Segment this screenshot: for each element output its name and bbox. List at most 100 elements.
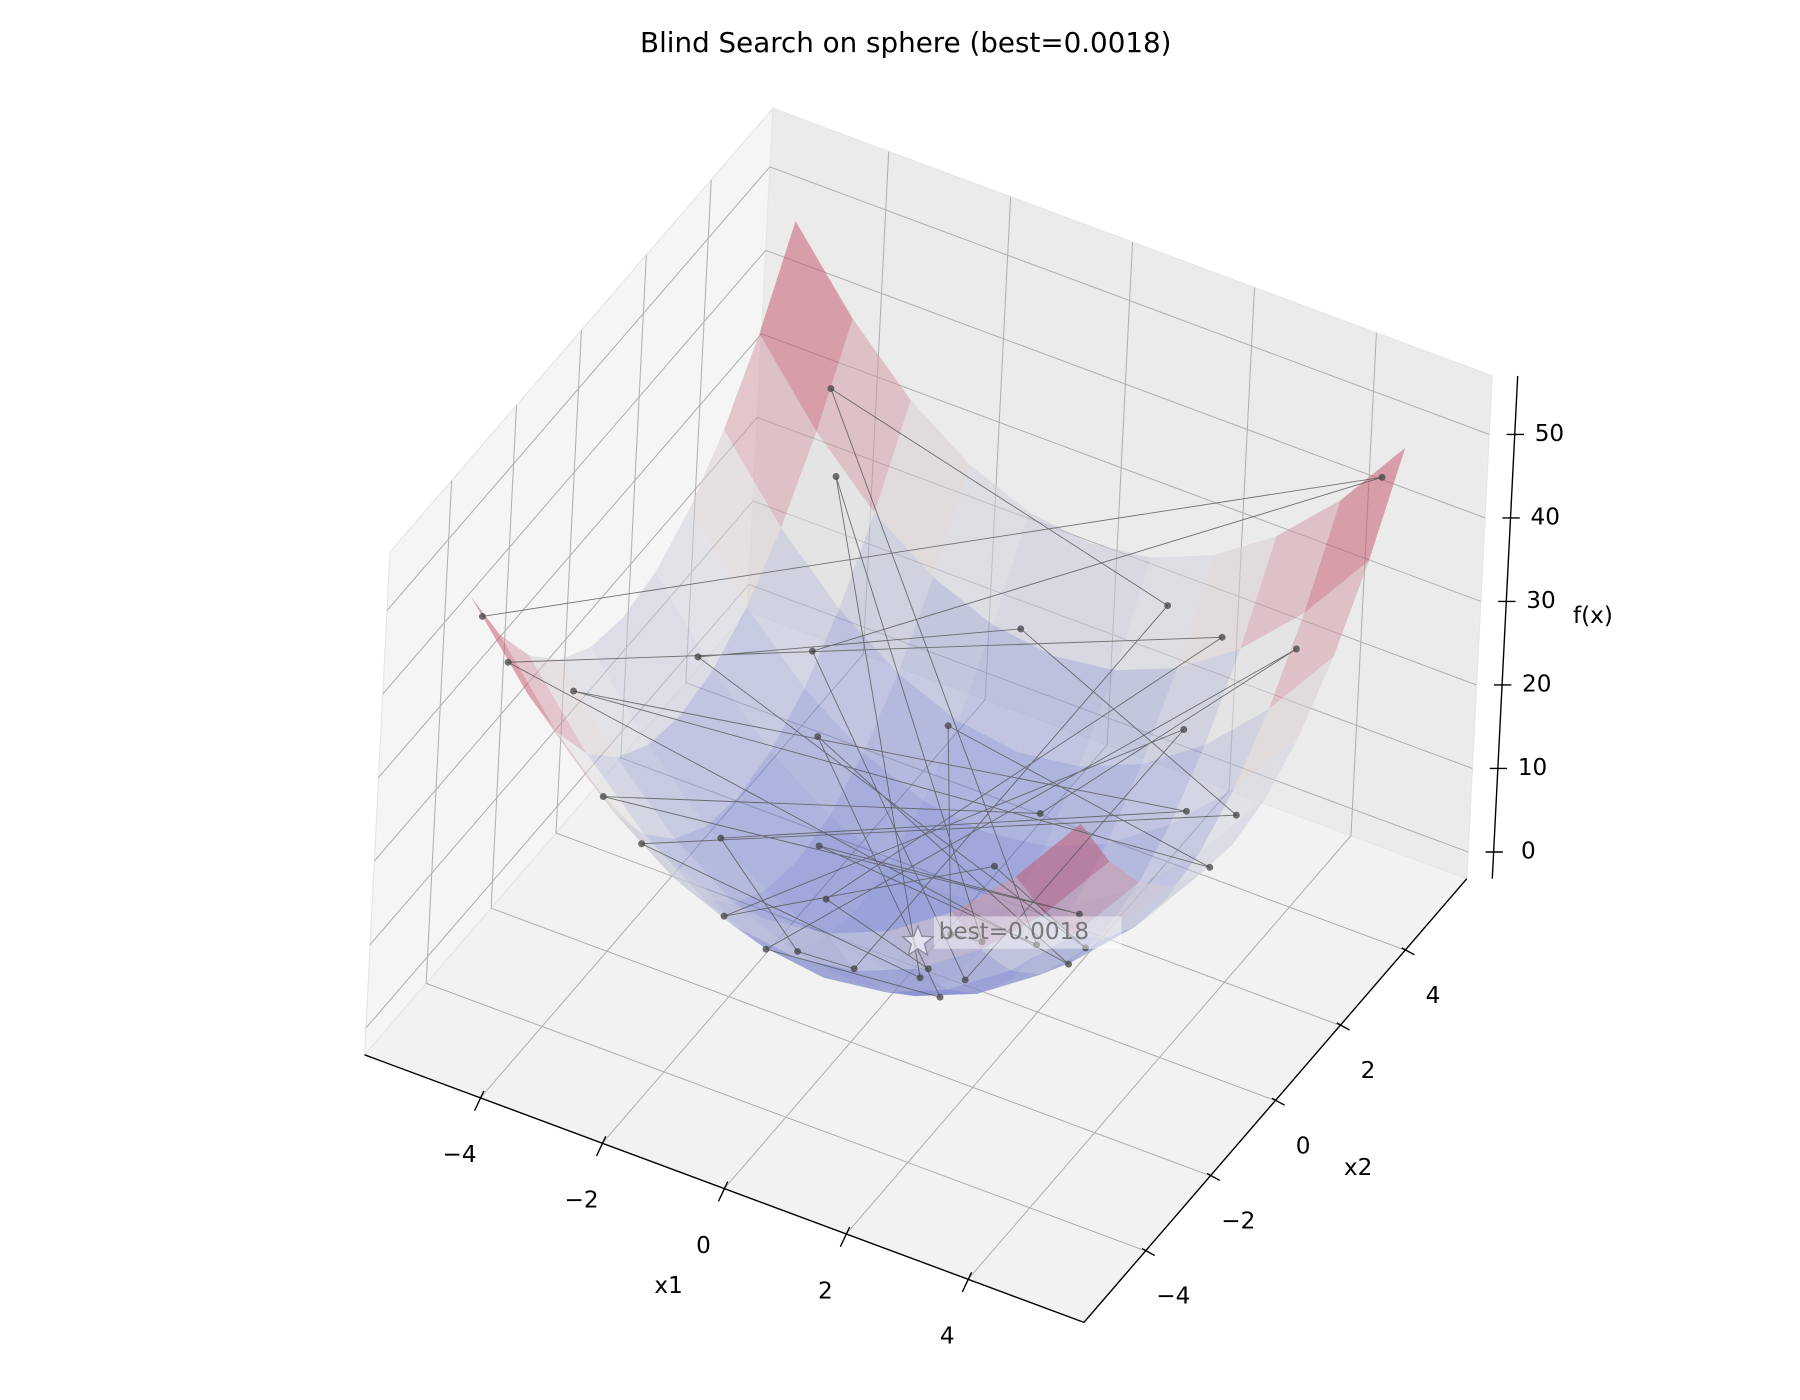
sample-point bbox=[822, 895, 830, 903]
y-tick-label: 0 bbox=[1296, 1133, 1311, 1159]
sample-point bbox=[1180, 726, 1188, 733]
surface-patch bbox=[1053, 543, 1152, 671]
y-axis-label: x2 bbox=[1344, 1155, 1372, 1181]
sample-point bbox=[1081, 944, 1089, 952]
surface-patch bbox=[1304, 447, 1406, 614]
z-axis-line bbox=[1491, 375, 1519, 879]
x-tick-mark bbox=[473, 1090, 485, 1111]
sample-point bbox=[1033, 941, 1041, 949]
surface-patch bbox=[622, 571, 713, 716]
z-tick-label: 30 bbox=[1526, 588, 1555, 614]
sample-point bbox=[991, 862, 998, 870]
sample-point bbox=[638, 840, 646, 848]
sample-point bbox=[947, 930, 955, 938]
surface-patch bbox=[733, 925, 824, 978]
surface-patch bbox=[863, 673, 958, 801]
surface-patch bbox=[884, 989, 978, 997]
surface-patch bbox=[1170, 709, 1269, 825]
surface-patch bbox=[917, 949, 1011, 990]
sample-point bbox=[1218, 633, 1226, 641]
surface-patch bbox=[1200, 736, 1300, 852]
surface-patch bbox=[933, 464, 1030, 625]
sample-point bbox=[832, 473, 840, 480]
sample-point bbox=[944, 722, 952, 730]
z-tick-label: 20 bbox=[1522, 671, 1551, 697]
sample-point bbox=[478, 612, 486, 620]
x-tick-mark bbox=[839, 1226, 851, 1247]
surface-patch bbox=[712, 607, 805, 751]
surface-patch bbox=[816, 318, 911, 513]
sample-point bbox=[1065, 960, 1073, 968]
x-axis-label: x1 bbox=[654, 1273, 682, 1299]
y-tick-mark bbox=[1336, 1022, 1350, 1031]
chart-title: Blind Search on sphere (best=0.0018) bbox=[640, 26, 1171, 59]
sample-point bbox=[961, 976, 969, 984]
sample-point bbox=[978, 938, 986, 946]
surface-patch bbox=[705, 796, 797, 891]
surface-patch bbox=[796, 815, 890, 910]
surface-patch bbox=[647, 715, 738, 827]
sample-point bbox=[1075, 910, 1083, 918]
sample-point bbox=[599, 793, 607, 800]
z-axis-label: f(x) bbox=[1573, 603, 1613, 629]
y-tick-label: 2 bbox=[1361, 1058, 1376, 1084]
x-tick-label: −2 bbox=[564, 1188, 598, 1214]
y-tick-label: −4 bbox=[1156, 1284, 1190, 1310]
surface-patch bbox=[897, 577, 994, 722]
surface-patch bbox=[471, 597, 557, 733]
surface-patch bbox=[689, 429, 782, 608]
surface-patch bbox=[1177, 536, 1277, 668]
x-axis-line bbox=[364, 1054, 1085, 1324]
sample-point bbox=[717, 834, 725, 842]
x-tick-label: 0 bbox=[696, 1233, 711, 1259]
surface-patch bbox=[586, 776, 674, 879]
surface-patch bbox=[829, 752, 924, 864]
surface-patch bbox=[765, 919, 856, 972]
x-tick-label: 4 bbox=[940, 1324, 955, 1350]
surface-patch bbox=[655, 509, 747, 670]
surface-patch bbox=[1268, 560, 1369, 710]
grid-line bbox=[490, 405, 1211, 1177]
surface-patch bbox=[644, 834, 734, 904]
surface-patch bbox=[826, 931, 918, 972]
x-tick-label: −4 bbox=[443, 1142, 477, 1168]
z-tick-label: 10 bbox=[1518, 755, 1547, 781]
surface-patch bbox=[1079, 667, 1178, 767]
surface-patch bbox=[874, 400, 970, 578]
x-tick-mark bbox=[595, 1136, 607, 1157]
surface-patch bbox=[704, 888, 795, 957]
surface-patch bbox=[1045, 764, 1142, 846]
surface-patch bbox=[674, 826, 765, 904]
surface-patch bbox=[993, 512, 1090, 657]
sample-point bbox=[762, 945, 770, 953]
surface-patch bbox=[746, 527, 840, 689]
sample-point bbox=[1182, 807, 1190, 815]
y-tick-mark bbox=[1141, 1248, 1156, 1257]
surface-patch bbox=[586, 753, 675, 839]
y-tick-label: 4 bbox=[1426, 983, 1441, 1009]
surface-patch bbox=[1240, 500, 1341, 649]
sample-point bbox=[720, 912, 728, 920]
sample-point bbox=[1036, 810, 1044, 817]
surface-patch bbox=[957, 624, 1054, 753]
surface-patch bbox=[1136, 788, 1235, 887]
y-tick-mark bbox=[1401, 947, 1415, 956]
x-tick-mark bbox=[717, 1181, 729, 1202]
surface-patch bbox=[1204, 613, 1305, 745]
surface-patch bbox=[499, 634, 587, 754]
grid-line bbox=[555, 330, 1276, 1102]
surface-patch bbox=[1104, 873, 1201, 939]
z-tick-label: 0 bbox=[1521, 839, 1536, 865]
sample-point bbox=[694, 653, 702, 661]
surface-patch bbox=[645, 840, 734, 926]
grid-line bbox=[425, 480, 1146, 1252]
best-label-box bbox=[934, 916, 1122, 949]
sample-point bbox=[570, 687, 578, 695]
surface-patch bbox=[616, 744, 706, 839]
sample-point bbox=[815, 842, 823, 850]
grid-line bbox=[386, 166, 1490, 611]
surface-patch bbox=[529, 655, 617, 758]
y-tick-label: −2 bbox=[1221, 1209, 1255, 1235]
best-marker bbox=[900, 923, 936, 957]
sample-point bbox=[814, 733, 822, 741]
